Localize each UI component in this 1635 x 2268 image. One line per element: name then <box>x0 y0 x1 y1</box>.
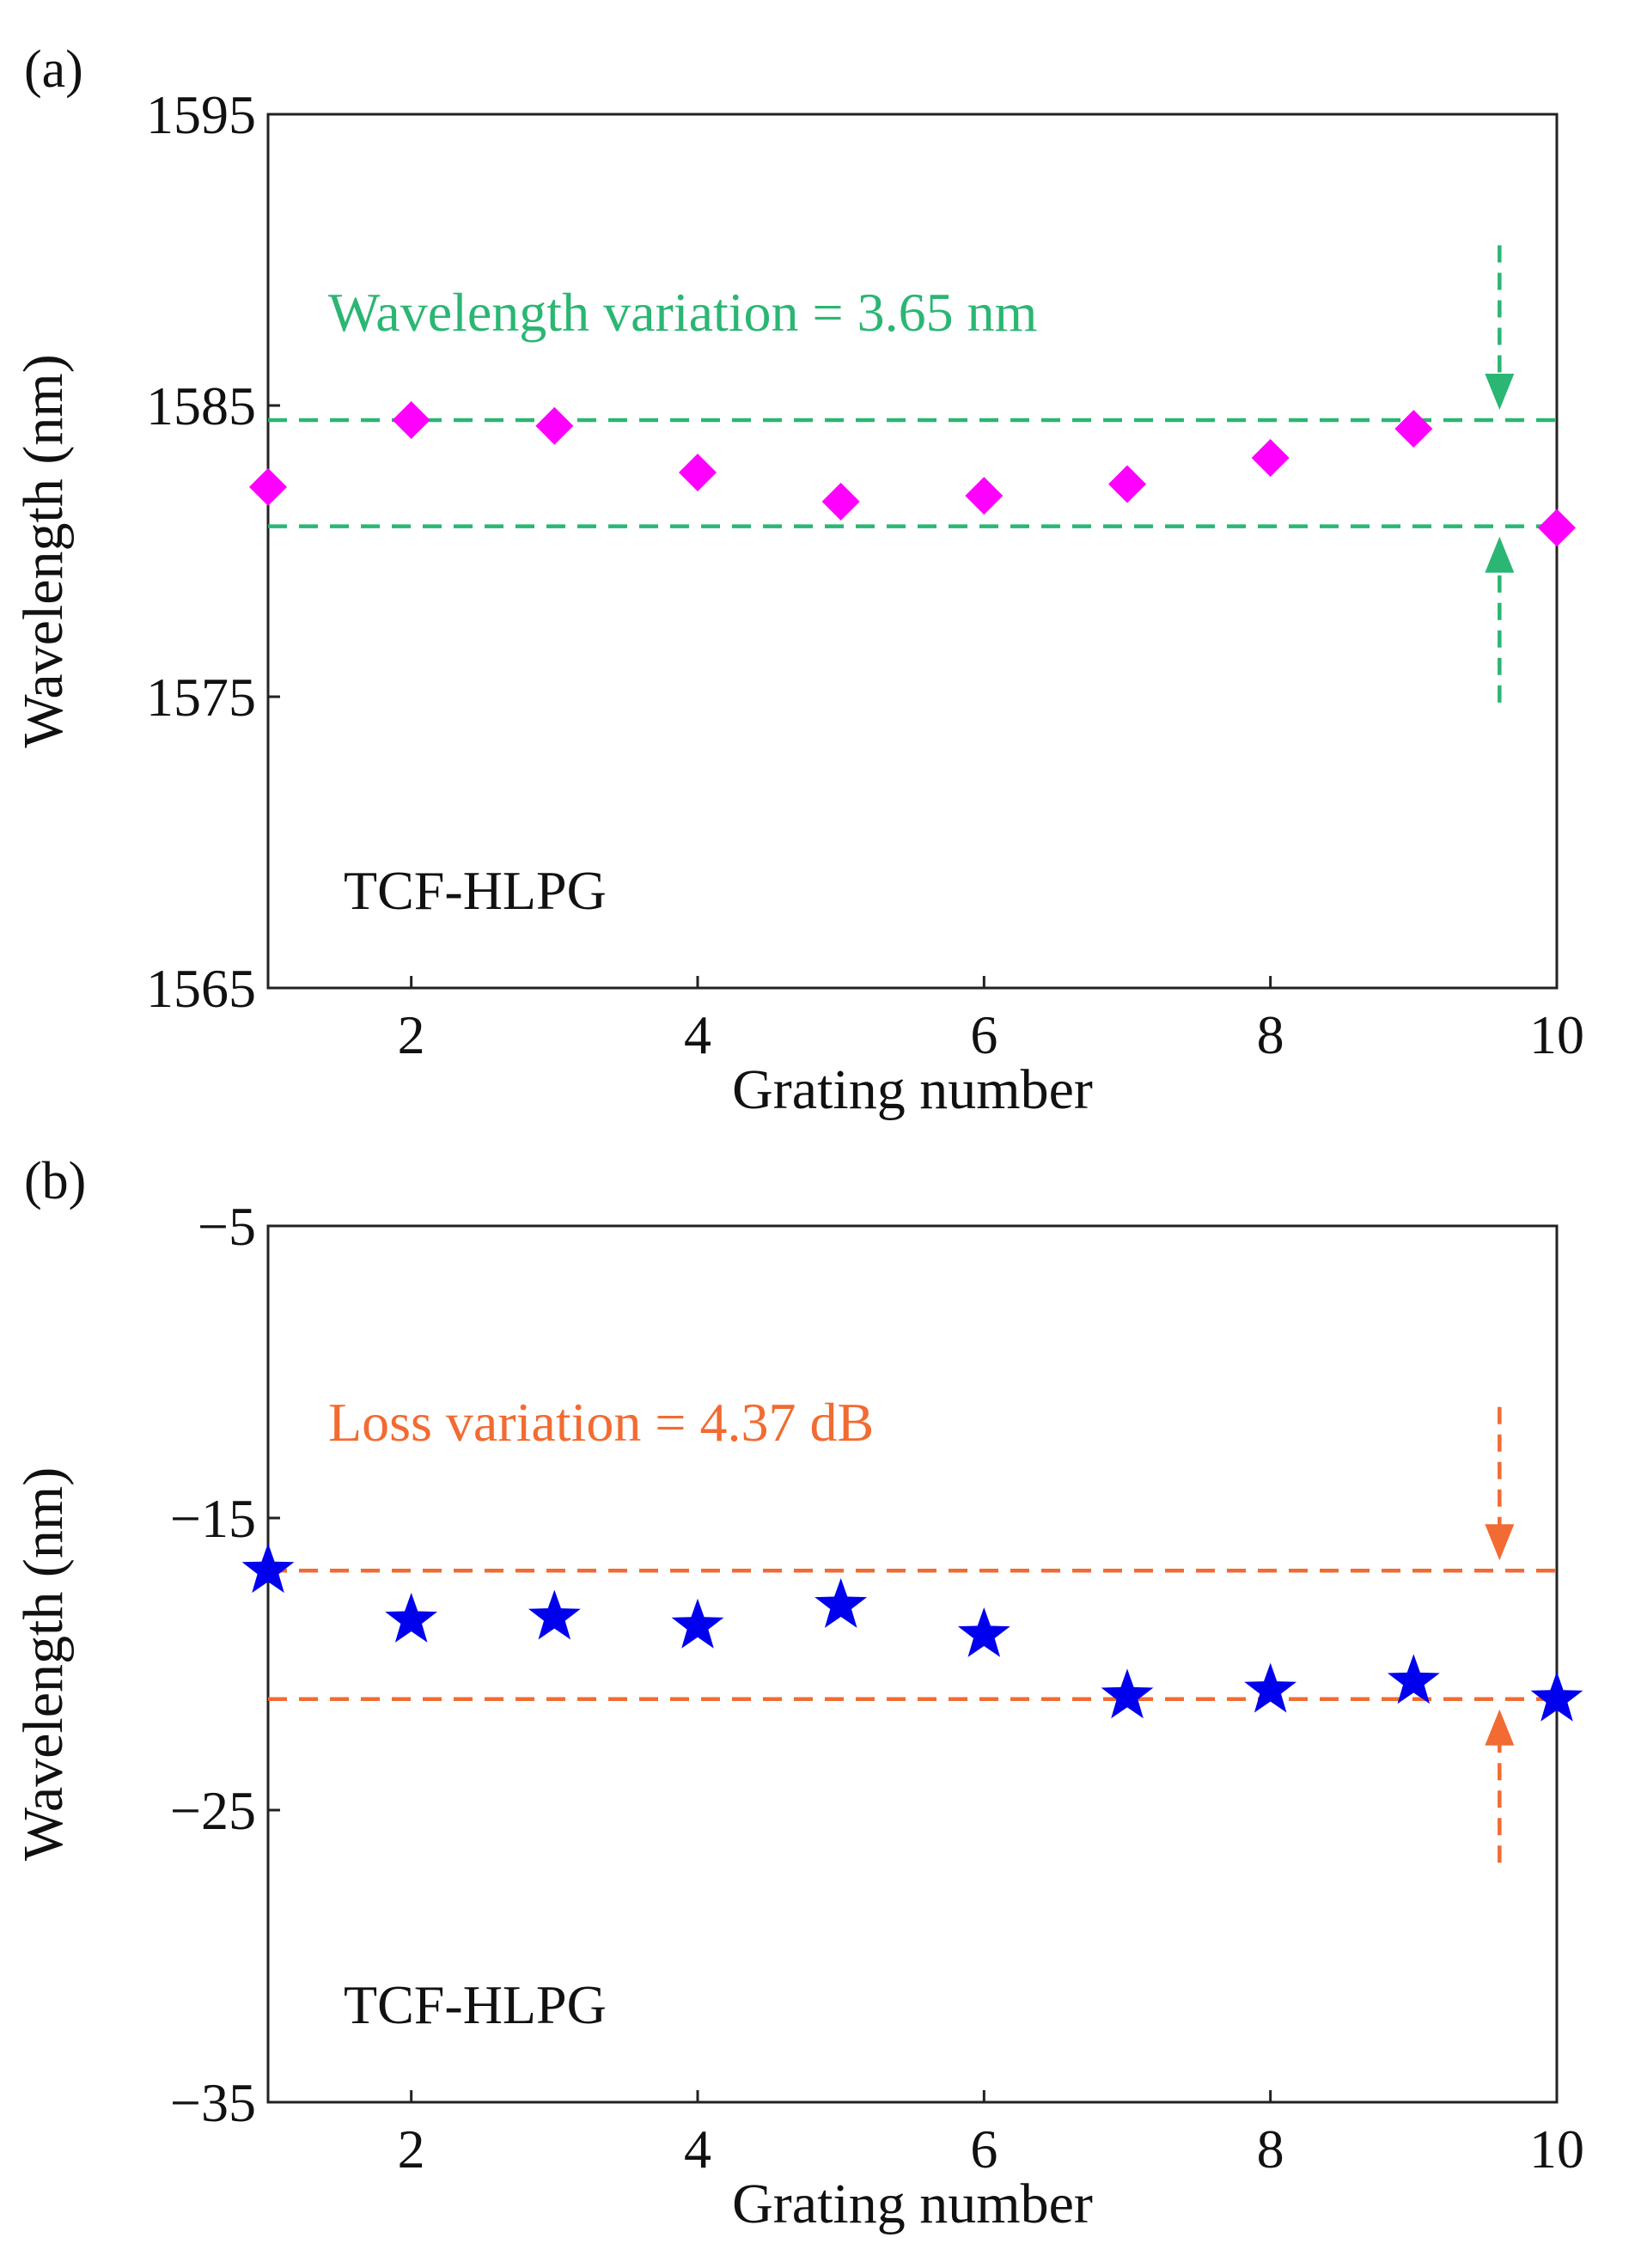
y-tick-label: −5 <box>198 1196 256 1257</box>
data-point-diamond <box>821 482 860 521</box>
sample-label: TCF-HLPG <box>344 1974 607 2035</box>
data-point-star <box>814 1578 868 1628</box>
data-point-star <box>957 1607 1010 1657</box>
y-tick-label: −25 <box>170 1780 256 1841</box>
arrow-up-icon <box>1485 1709 1515 1746</box>
data-point-star <box>528 1589 581 1640</box>
x-tick-label: 6 <box>970 2119 997 2180</box>
y-axis-label: Wavelength (nm) <box>12 1467 75 1861</box>
y-tick-label: 1595 <box>146 84 256 145</box>
variation-annotation: Wavelength variation = 3.65 nm <box>328 282 1037 343</box>
x-tick-label: 10 <box>1529 1004 1584 1065</box>
panel-label: (a) <box>24 40 83 99</box>
y-axis-label: Wavelength (nm) <box>12 354 75 747</box>
data-point-star <box>671 1598 724 1649</box>
variation-annotation: Loss variation = 4.37 dB <box>328 1392 874 1453</box>
y-tick-label: −15 <box>170 1488 256 1549</box>
data-point-diamond <box>1394 410 1433 448</box>
panel-b: (b) −35 −25 −15 −5 2 4 6 8 10 Grating number Wavele… <box>12 1152 1584 2235</box>
panel-a: (a) 1565 1575 1585 1595 2 4 6 8 10 Grating number W… <box>12 40 1584 1121</box>
x-axis-label: Grating number <box>732 1058 1093 1121</box>
data-point-diamond <box>679 453 717 491</box>
x-axis-label: Grating number <box>732 2173 1093 2235</box>
x-tick-label: 8 <box>1257 1004 1284 1065</box>
y-tick-label: −35 <box>170 2072 256 2133</box>
y-tick-label: 1585 <box>146 375 256 436</box>
arrow-down-icon <box>1485 373 1515 410</box>
x-tick-label: 6 <box>970 1004 997 1065</box>
x-tick-label: 2 <box>398 2119 425 2180</box>
arrow-down-icon <box>1485 1524 1515 1561</box>
data-point-diamond <box>1108 465 1146 503</box>
x-tick-label: 8 <box>1257 2119 1284 2180</box>
data-point-star <box>1387 1654 1440 1704</box>
arrow-up-icon <box>1485 536 1515 573</box>
data-point-star <box>385 1593 438 1643</box>
data-point-diamond <box>1538 509 1576 547</box>
plot-frame <box>266 1224 1559 2104</box>
data-point-star <box>1530 1671 1583 1722</box>
y-tick-label: 1565 <box>146 958 256 1019</box>
data-point-diamond <box>1251 439 1290 478</box>
x-tick-label: 4 <box>684 1004 711 1065</box>
data-point-star <box>241 1543 295 1594</box>
panel-label: (b) <box>24 1152 86 1210</box>
data-point-diamond <box>535 406 574 445</box>
data-point-star <box>1244 1662 1297 1713</box>
y-tick-label: 1575 <box>146 667 256 728</box>
sample-label: TCF-HLPG <box>344 860 607 921</box>
data-point-diamond <box>392 400 430 439</box>
data-point-diamond <box>965 477 1004 515</box>
data-point-diamond <box>249 467 287 506</box>
x-tick-label: 2 <box>398 1004 425 1065</box>
x-tick-label: 4 <box>684 2119 711 2180</box>
plot-frame <box>266 113 1559 990</box>
data-point-star <box>1101 1668 1154 1719</box>
x-tick-label: 10 <box>1529 2119 1584 2180</box>
